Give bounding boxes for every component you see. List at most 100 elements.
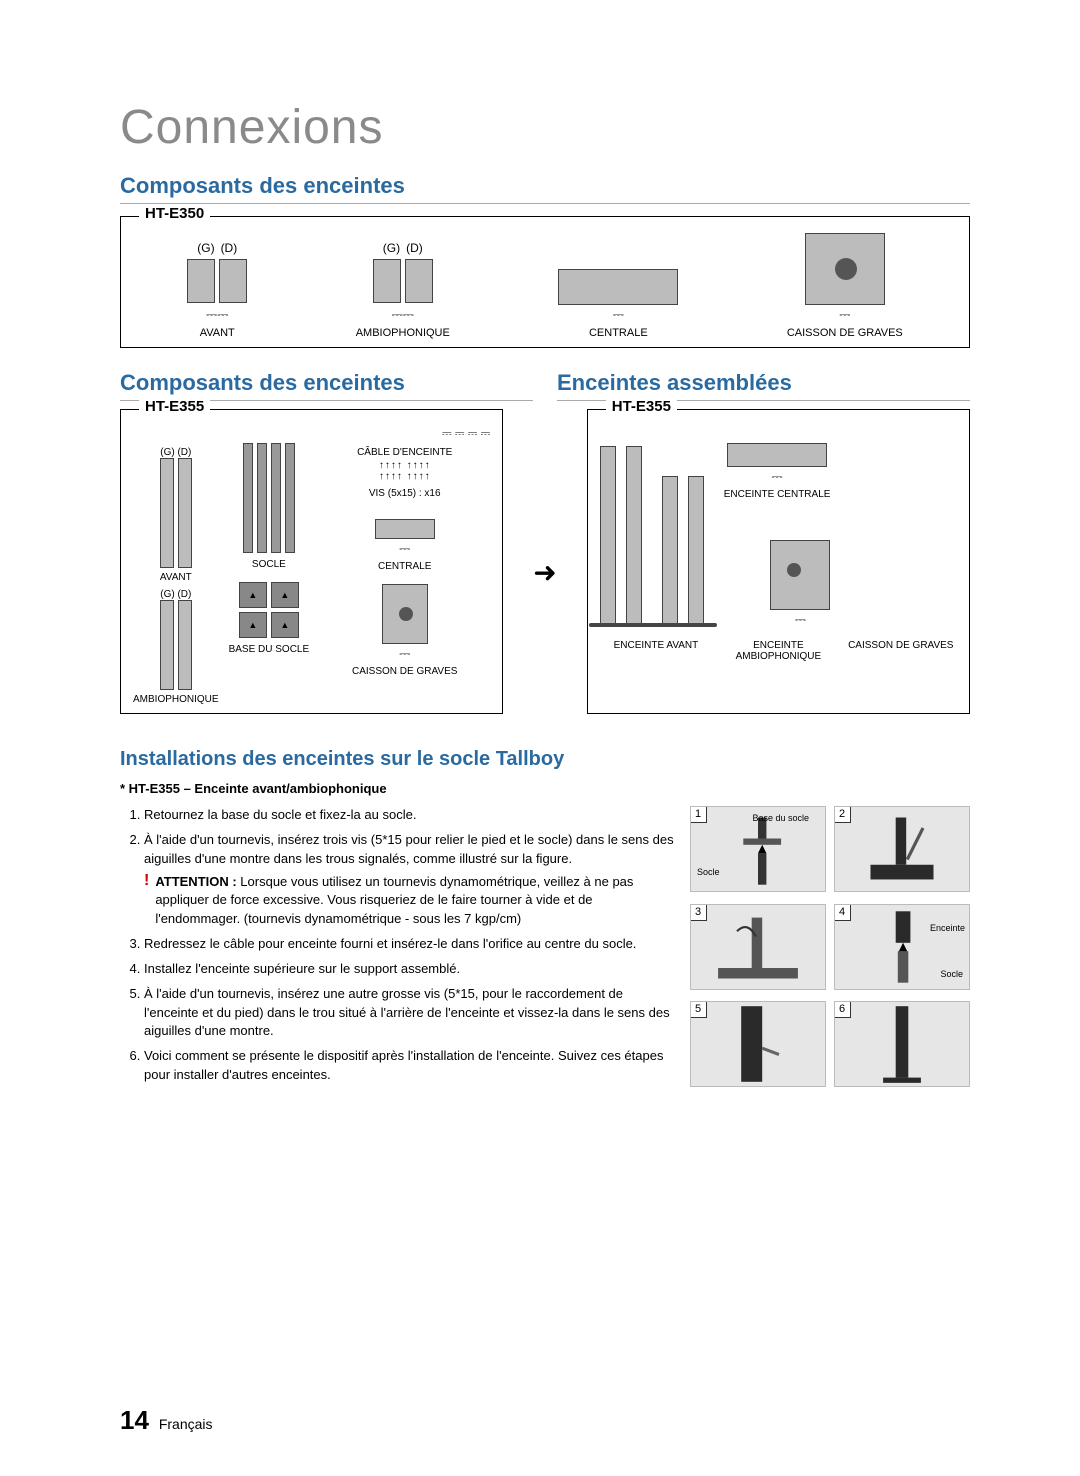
step-cell-1: 1 Base du socle Socle — [690, 806, 826, 892]
step-cell-6: 6 — [834, 1001, 970, 1087]
attention-block: ! ATTENTION : Lorsque vous utilisez un t… — [144, 873, 676, 930]
stand-pole — [243, 443, 253, 553]
frame-legend-e355a: HT-E355 — [139, 398, 210, 415]
section-heading-components-2: Composants des enceintes — [120, 370, 533, 401]
arrow-right-icon: ➜ — [533, 556, 556, 589]
label-sub: CAISSON DE GRAVES — [787, 327, 903, 339]
step-cell-2: 2 — [834, 806, 970, 892]
plug-icon: ⎓ — [795, 612, 806, 626]
step-num: 5 — [690, 1001, 707, 1018]
step-3: Redressez le câble pour enceinte fourni … — [144, 935, 676, 954]
label-d: (D) — [406, 241, 423, 255]
step-cell-5: 5 — [690, 1001, 826, 1087]
section-heading-assembled: Enceintes assemblées — [557, 370, 970, 401]
speaker-center-mini — [375, 519, 435, 539]
speaker-tall — [160, 458, 174, 568]
stand-base: ▲ — [271, 612, 299, 638]
install-steps-list: Retournez la base du socle et fixez-la a… — [120, 806, 676, 1085]
mini-label-enceinte: Enceinte — [930, 923, 965, 933]
stand-pole — [271, 443, 281, 553]
speaker-tall — [160, 600, 174, 690]
label-center: CENTRALE — [378, 561, 431, 572]
mini-label-socle2: Socle — [940, 969, 963, 979]
step-2-text: À l'aide d'un tournevis, insérez trois v… — [144, 832, 674, 866]
plug-icon: ⎓ — [839, 307, 850, 321]
label-cable: CÂBLE D'ENCEINTE — [357, 447, 452, 458]
speaker-center-mini — [727, 443, 827, 467]
label-center: CENTRALE — [589, 327, 648, 339]
install-subnote: * HT-E355 – Enceinte avant/ambiophonique — [120, 781, 970, 796]
speaker-assembled — [662, 476, 678, 626]
install-heading: Installations des enceintes sur le socle… — [120, 748, 970, 771]
stand-base: ▲ — [239, 612, 267, 638]
mini-label-socle: Socle — [697, 867, 720, 877]
speaker-assembled — [600, 446, 616, 626]
frame-legend-e350: HT-E350 — [139, 205, 210, 222]
plug-icon: ⎓ — [771, 469, 782, 483]
step-2: À l'aide d'un tournevis, insérez trois v… — [144, 831, 676, 929]
stand-base: ▲ — [271, 582, 299, 608]
stand-pole — [285, 443, 295, 553]
frame-ht-e355-assembled: HT-E355 ⎓ ENCEINTE CENTRALE — [587, 409, 970, 714]
speaker-center: ⎓ CENTRALE — [558, 269, 678, 339]
label-g: (G) — [197, 241, 214, 255]
label-g: (G) — [383, 241, 400, 255]
step-num: 3 — [690, 904, 707, 921]
speaker-tall — [178, 458, 192, 568]
step-cell-3: 3 — [690, 904, 826, 990]
speaker-surround-pair: (G) (D) ⎓⎓ AMBIOPHONIQUE — [356, 241, 450, 339]
speaker-sub-mini — [382, 584, 428, 644]
frame-legend-e355b: HT-E355 — [606, 398, 677, 415]
label-surround-enc: ENCEINTE AMBIOPHONIQUE — [722, 640, 834, 662]
page-number: 14 — [120, 1405, 149, 1435]
speaker-assembled — [626, 446, 642, 626]
label-surround: AMBIOPHONIQUE — [356, 327, 450, 339]
frame-ht-e355-components: HT-E355 ⎓ ⎓ ⎓ ⎓ (G) (D) AVANT (G) (D) AM… — [120, 409, 503, 714]
step-1: Retournez la base du socle et fixez-la a… — [144, 806, 676, 825]
step-cell-4: 4 Enceinte Socle — [834, 904, 970, 990]
label-front: AVANT — [200, 327, 235, 339]
page-title: Connexions — [120, 100, 970, 155]
step-6: Voici comment se présente le dispositif … — [144, 1047, 676, 1085]
section-heading-components: Composants des enceintes — [120, 173, 970, 204]
label-gd2: (G) (D) — [160, 589, 191, 600]
speaker-sub-mini — [770, 540, 830, 610]
speaker-assembled — [688, 476, 704, 626]
label-center-enc: ENCEINTE CENTRALE — [724, 489, 831, 500]
plug-icon: ⎓ — [399, 646, 410, 660]
cable-icons: ⎓ ⎓ ⎓ ⎓ — [133, 426, 490, 441]
step-num: 6 — [834, 1001, 851, 1018]
stand-base: ▲ — [239, 582, 267, 608]
screw-row: ↑↑↑↑ ↑↑↑↑↑↑↑↑ ↑↑↑↑ — [379, 460, 431, 482]
step-num: 2 — [834, 806, 851, 823]
label-front-enc: ENCEINTE AVANT — [600, 640, 712, 662]
speaker-front-pair: (G) (D) ⎓⎓ AVANT — [187, 241, 247, 339]
page-footer: 14 Français — [120, 1405, 213, 1436]
step-num: 1 — [690, 806, 707, 823]
attention-label: ATTENTION : — [155, 874, 236, 889]
label-surround: AMBIOPHONIQUE — [133, 694, 219, 705]
frame-ht-e350: HT-E350 (G) (D) ⎓⎓ AVANT (G) (D) ⎓⎓ — [120, 216, 970, 348]
step-5: À l'aide d'un tournevis, insérez une aut… — [144, 985, 676, 1042]
step-num: 4 — [834, 904, 851, 921]
label-sub: CAISSON DE GRAVES — [352, 666, 457, 677]
label-sub-enc: CAISSON DE GRAVES — [845, 640, 957, 662]
page-language: Français — [159, 1416, 213, 1432]
plug-icon: ⎓⎓ — [392, 307, 414, 321]
label-base-socle: BASE DU SOCLE — [229, 644, 310, 655]
plug-icon: ⎓ — [399, 541, 410, 555]
step-4: Installez l'enceinte supérieure sur le s… — [144, 960, 676, 979]
label-front: AVANT — [160, 572, 192, 583]
speaker-subwoofer: ⎓ CAISSON DE GRAVES — [787, 233, 903, 339]
mini-label-base: Base du socle — [752, 813, 809, 823]
warning-icon: ! — [144, 873, 149, 930]
label-screws: VIS (5x15) : x16 — [369, 488, 441, 499]
speaker-tall — [178, 600, 192, 690]
label-socle: SOCLE — [252, 559, 286, 570]
step-diagram-grid: 1 Base du socle Socle 2 3 4 Enceinte Soc… — [690, 806, 970, 1091]
plug-icon: ⎓ — [613, 307, 624, 321]
label-d: (D) — [221, 241, 238, 255]
label-gd: (G) (D) — [160, 447, 191, 458]
plug-icon: ⎓⎓ — [206, 307, 228, 321]
stand-pole — [257, 443, 267, 553]
